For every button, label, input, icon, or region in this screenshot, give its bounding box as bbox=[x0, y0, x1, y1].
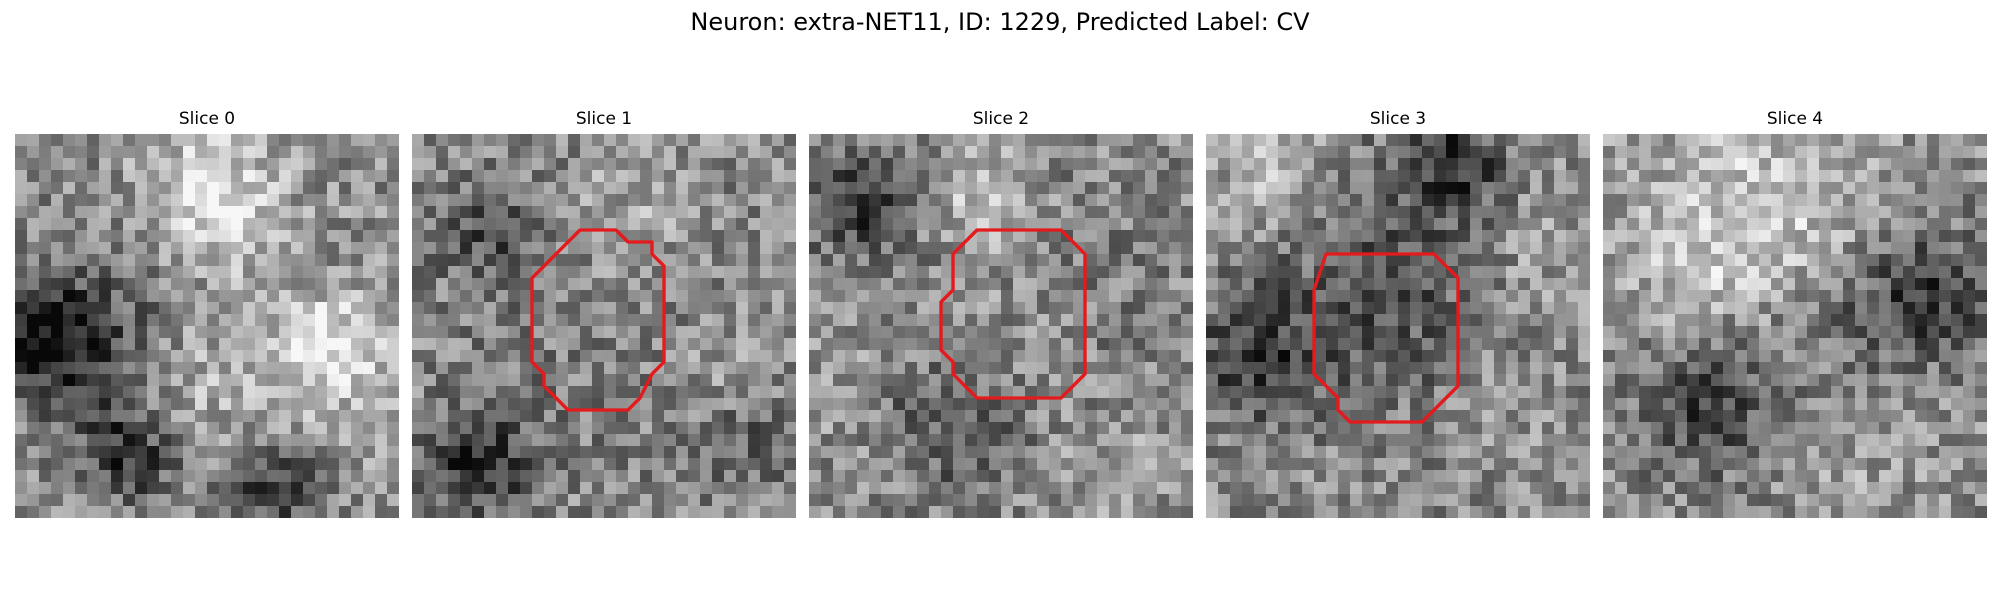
slice-image-svg bbox=[15, 134, 399, 518]
slice-panel-2: Slice 2 bbox=[809, 108, 1193, 518]
segmentation-outline bbox=[1312, 252, 1460, 424]
slice-label: Slice 2 bbox=[972, 109, 1030, 129]
slice-image-svg bbox=[1206, 134, 1590, 518]
pixel-grid bbox=[809, 134, 1193, 518]
slice-image-svg bbox=[1603, 134, 1987, 518]
pixel-grid bbox=[412, 134, 796, 518]
pixel-grid bbox=[1603, 134, 1987, 518]
figure-title: Neuron: extra-NET11, ID: 1229, Predicted… bbox=[690, 8, 1310, 36]
slice-image bbox=[15, 134, 399, 518]
slice-image bbox=[1206, 134, 1590, 518]
pixel-grid bbox=[15, 134, 399, 518]
slice-image-svg bbox=[809, 134, 1193, 518]
slice-label: Slice 3 bbox=[1369, 109, 1427, 129]
slice-panel-0: Slice 0 bbox=[15, 108, 399, 518]
segmentation-outline bbox=[530, 228, 666, 412]
slice-image bbox=[412, 134, 796, 518]
slice-panel-1: Slice 1 bbox=[412, 108, 796, 518]
pixel-grid bbox=[1206, 134, 1590, 518]
slice-label: Slice 0 bbox=[178, 109, 236, 129]
slice-image-svg bbox=[412, 134, 796, 518]
slice-image bbox=[1603, 134, 1987, 518]
slice-panel-3: Slice 3 bbox=[1206, 108, 1590, 518]
slice-image bbox=[809, 134, 1193, 518]
slice-panel-4: Slice 4 bbox=[1603, 108, 1987, 518]
segmentation-outline bbox=[939, 228, 1087, 400]
slice-label: Slice 1 bbox=[575, 109, 633, 129]
slice-label: Slice 4 bbox=[1766, 109, 1824, 129]
